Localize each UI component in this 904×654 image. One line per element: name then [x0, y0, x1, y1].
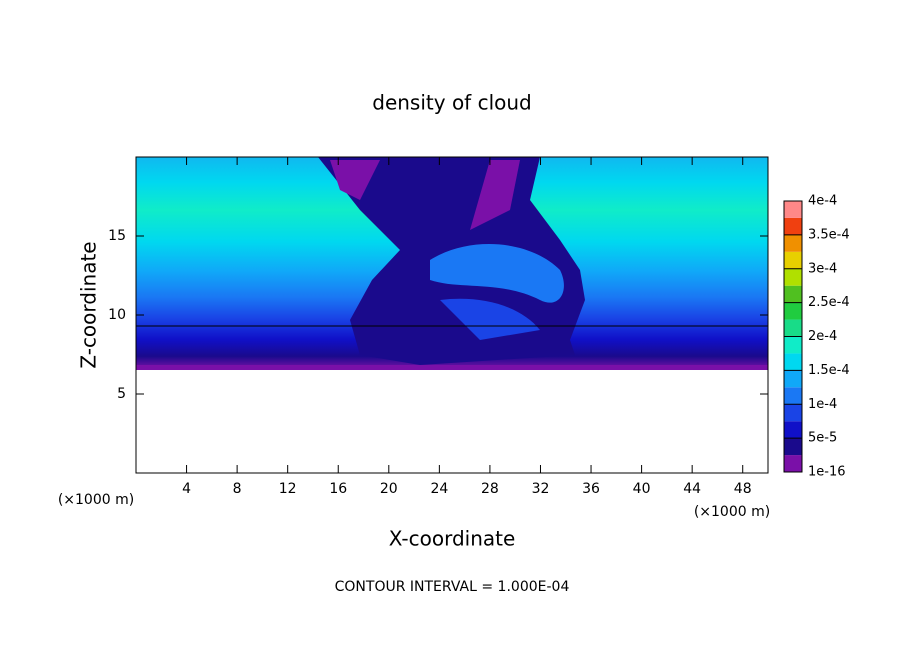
y-unit: (×1000 m)	[58, 492, 134, 508]
plume-edge	[330, 160, 380, 200]
colorbar-label: 1.5e-4	[808, 363, 850, 378]
colorbar-swatch	[784, 455, 802, 472]
plume-core	[430, 243, 564, 303]
colorbar-label: 2e-4	[808, 329, 837, 344]
colorbar-label: 2.5e-4	[808, 295, 850, 310]
x-tick-label: 4	[182, 481, 191, 497]
colorbar-swatch	[784, 353, 802, 371]
colorbar-swatch	[784, 404, 802, 422]
colorbar-label: 4e-4	[808, 194, 837, 209]
colorbar-swatch	[784, 234, 802, 252]
x-axis-label: X-coordinate	[389, 527, 516, 551]
x-tick-label: 36	[582, 481, 600, 497]
chart-title: density of cloud	[372, 91, 531, 115]
y-tick-label: 10	[108, 307, 126, 323]
colorbar-swatch	[784, 217, 802, 235]
plume-lobe	[440, 298, 540, 340]
cloud-base	[136, 365, 768, 370]
footer: CONTOUR INTERVAL = 1.000E-04	[335, 579, 570, 595]
x-tick-label: 24	[430, 481, 448, 497]
colorbar-label: 1e-16	[808, 465, 846, 480]
colorbar-swatch	[784, 201, 802, 218]
colorbar-swatch	[784, 387, 802, 405]
colorbar-swatch	[784, 370, 802, 388]
colorbar-label: 5e-5	[808, 431, 837, 446]
x-unit: (×1000 m)	[694, 504, 770, 520]
x-tick-label: 28	[481, 481, 499, 497]
y-tick-label: 5	[117, 386, 126, 402]
colorbar-label: 1e-4	[808, 397, 837, 412]
y-axis-label: Z-coordinate	[77, 241, 101, 368]
y-tick-label: 15	[108, 228, 126, 244]
x-tick-label: 48	[734, 481, 752, 497]
x-tick-label: 32	[532, 481, 550, 497]
contour-field	[136, 157, 768, 370]
colorbar-label: 3.5e-4	[808, 227, 850, 242]
colorbar-swatch	[784, 421, 802, 439]
colorbar-swatch	[784, 302, 802, 320]
x-tick-label: 8	[233, 481, 242, 497]
colorbar-swatch	[784, 438, 802, 456]
x-tick-label: 20	[380, 481, 398, 497]
x-tick-label: 44	[683, 481, 701, 497]
colorbar-swatch	[784, 285, 802, 303]
x-tick-label: 12	[279, 481, 297, 497]
colorbar-swatch	[784, 319, 802, 337]
colorbar-swatch	[784, 268, 802, 286]
plume-edge	[470, 160, 520, 230]
colorbar-swatch	[784, 251, 802, 269]
colorbar-label: 3e-4	[808, 261, 837, 276]
x-tick-label: 40	[633, 481, 651, 497]
x-tick-label: 16	[329, 481, 347, 497]
colorbar-swatch	[784, 336, 802, 354]
